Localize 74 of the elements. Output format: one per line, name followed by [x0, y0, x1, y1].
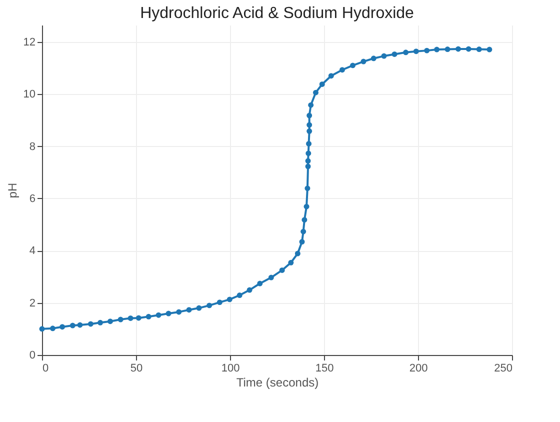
x-tick-label: 50: [130, 362, 143, 374]
point: [300, 228, 306, 234]
point: [306, 128, 312, 134]
point: [413, 48, 419, 54]
y-tick-label: 8: [29, 140, 36, 153]
x-tick-label: 150: [315, 362, 334, 374]
point: [424, 48, 430, 54]
point: [186, 307, 192, 313]
point: [306, 112, 312, 118]
point: [486, 46, 492, 52]
point: [70, 322, 76, 328]
point: [466, 46, 472, 52]
point: [302, 217, 308, 223]
point: [216, 300, 222, 306]
point: [312, 90, 318, 96]
point: [98, 320, 104, 326]
point: [156, 312, 162, 318]
point: [50, 326, 56, 332]
point: [146, 314, 152, 320]
point: [246, 287, 252, 293]
point: [268, 274, 274, 280]
point: [136, 315, 142, 321]
point: [306, 140, 312, 146]
point: [60, 324, 66, 330]
x-tick-label: 100: [221, 362, 240, 374]
point: [306, 122, 312, 128]
y-tick-label: 6: [29, 192, 36, 205]
y-axis-title: pH: [5, 182, 20, 198]
point: [166, 310, 172, 316]
point: [350, 62, 356, 68]
point: [257, 280, 263, 286]
y-tick-label: 12: [23, 36, 36, 48]
point: [392, 51, 398, 57]
point: [128, 315, 134, 321]
point: [403, 50, 409, 56]
y-tick-label: 0: [29, 350, 36, 362]
point: [206, 302, 212, 308]
point: [77, 322, 83, 328]
y-tick-label: 10: [23, 88, 36, 101]
point: [444, 46, 450, 52]
point: [328, 73, 334, 79]
point: [118, 316, 124, 322]
x-tick-label: 0: [42, 362, 49, 374]
point: [236, 292, 242, 298]
point: [308, 102, 314, 108]
point: [434, 46, 440, 52]
point: [196, 305, 202, 311]
y-tick-label: 4: [29, 245, 36, 258]
x-tick-label: 250: [494, 362, 512, 374]
point: [455, 46, 461, 52]
point: [339, 67, 345, 73]
point: [306, 150, 312, 156]
y-tick-label: 2: [29, 297, 36, 310]
point: [294, 250, 300, 256]
point: [476, 46, 482, 52]
point: [108, 318, 113, 324]
chart-title: Hydrochloric Acid & Sodium Hydroxide: [140, 5, 414, 22]
point: [305, 164, 311, 170]
point: [304, 186, 310, 192]
point: [360, 58, 366, 64]
point: [88, 321, 94, 327]
point: [319, 81, 325, 87]
point: [299, 239, 305, 245]
point: [279, 267, 285, 273]
point: [304, 204, 310, 210]
x-axis-title: Time (seconds): [236, 376, 319, 390]
point: [39, 326, 45, 332]
point: [226, 296, 232, 302]
point: [176, 309, 182, 315]
point: [305, 158, 311, 164]
x-tick-label: 200: [409, 362, 428, 374]
point: [288, 260, 294, 266]
point: [381, 53, 387, 59]
point: [370, 56, 376, 62]
